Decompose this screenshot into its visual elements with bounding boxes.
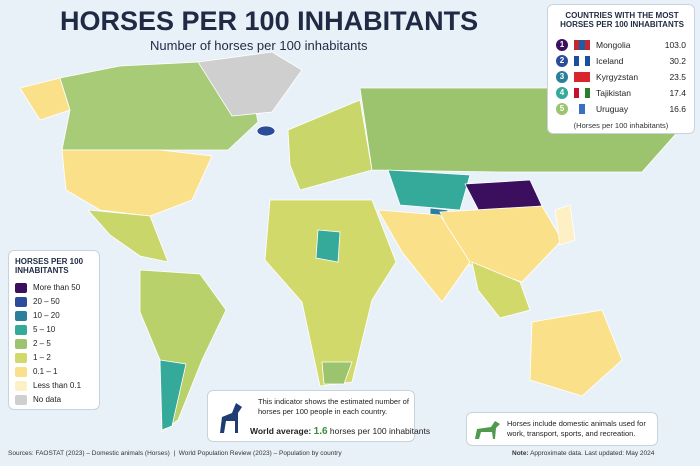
top-list: COUNTRIES WITH THE MOST HORSES PER 100 I…: [547, 4, 695, 134]
legend: HORSES PER 100 INHABITANTS More than 50 2…: [8, 250, 100, 410]
rank-badge: 5: [556, 103, 568, 115]
horse-icon: [220, 403, 242, 433]
horse-icon-green: [475, 421, 500, 439]
legend-label: 20 – 50: [33, 297, 60, 306]
flag: [574, 72, 590, 82]
footer-note: Note: Approximate data. Last updated: Ma…: [512, 450, 654, 457]
average-unit: horses per 100 inhabitants: [329, 426, 431, 436]
country-value: 103.0: [664, 40, 686, 50]
rank-badge: 3: [556, 71, 568, 83]
legend-swatch: [15, 325, 27, 335]
legend-title: HORSES PER 100 INHABITANTS: [15, 257, 84, 275]
rank-badge: 2: [556, 55, 568, 67]
top-list-note: (Horses per 100 inhabitants): [573, 121, 669, 130]
legend-label: 2 – 5: [33, 339, 51, 348]
legend-label: Less than 0.1: [33, 381, 82, 390]
flag: [574, 40, 590, 50]
title: HORSES PER 100 INHABITANTS: [60, 6, 479, 36]
note-label: Note:: [512, 450, 529, 457]
sources: Sources: FAOSTAT (2023) – Domestic anima…: [8, 450, 342, 457]
legend-swatch: [15, 367, 27, 377]
legend-label: No data: [33, 395, 62, 404]
legend-label: 0.1 – 1: [33, 367, 58, 376]
average-label: World average:: [250, 426, 312, 436]
world-average: World average: 1.6 horses per 100 inhabi…: [250, 426, 430, 437]
side-note: Horses include domestic animals used for…: [507, 419, 646, 438]
info-box: This indicator shows the estimated numbe…: [207, 390, 430, 442]
country-value: 16.6: [669, 104, 686, 114]
legend-label: 10 – 20: [33, 311, 60, 320]
legend-label: 5 – 10: [33, 325, 56, 334]
legend-label: 1 – 2: [33, 353, 51, 362]
country-value: 23.5: [669, 72, 686, 82]
rank-badge: 4: [556, 87, 568, 99]
legend-swatch: [15, 311, 27, 321]
legend-swatch: [15, 381, 27, 391]
info-text: This indicator shows the estimated numbe…: [258, 397, 409, 416]
note-text: Approximate data. Last updated: May 2024: [530, 450, 655, 457]
country-name: Tajikistan: [596, 88, 631, 98]
legend-swatch: [15, 297, 27, 307]
flag: [574, 56, 590, 66]
legend-swatch: [15, 353, 27, 363]
average-value: 1.6: [313, 426, 328, 437]
flag: [574, 88, 590, 98]
subtitle: Number of horses per 100 inhabitants: [150, 38, 368, 53]
side-note-box: Horses include domestic animals used for…: [466, 412, 658, 446]
country-name: Kyrgyzstan: [596, 72, 639, 82]
flag: [574, 104, 590, 114]
top-list-title: COUNTRIES WITH THE MOST HORSES PER 100 I…: [560, 11, 684, 29]
legend-swatch: [15, 395, 27, 405]
country-value: 17.4: [669, 88, 686, 98]
legend-label: More than 50: [33, 283, 81, 292]
legend-swatch: [15, 339, 27, 349]
country-name: Mongolia: [596, 40, 631, 50]
rank-badge: 1: [556, 39, 568, 51]
country-name: Uruguay: [596, 104, 629, 114]
legend-swatch: [15, 283, 27, 293]
country-name: Iceland: [596, 56, 624, 66]
country-value: 30.2: [669, 56, 686, 66]
